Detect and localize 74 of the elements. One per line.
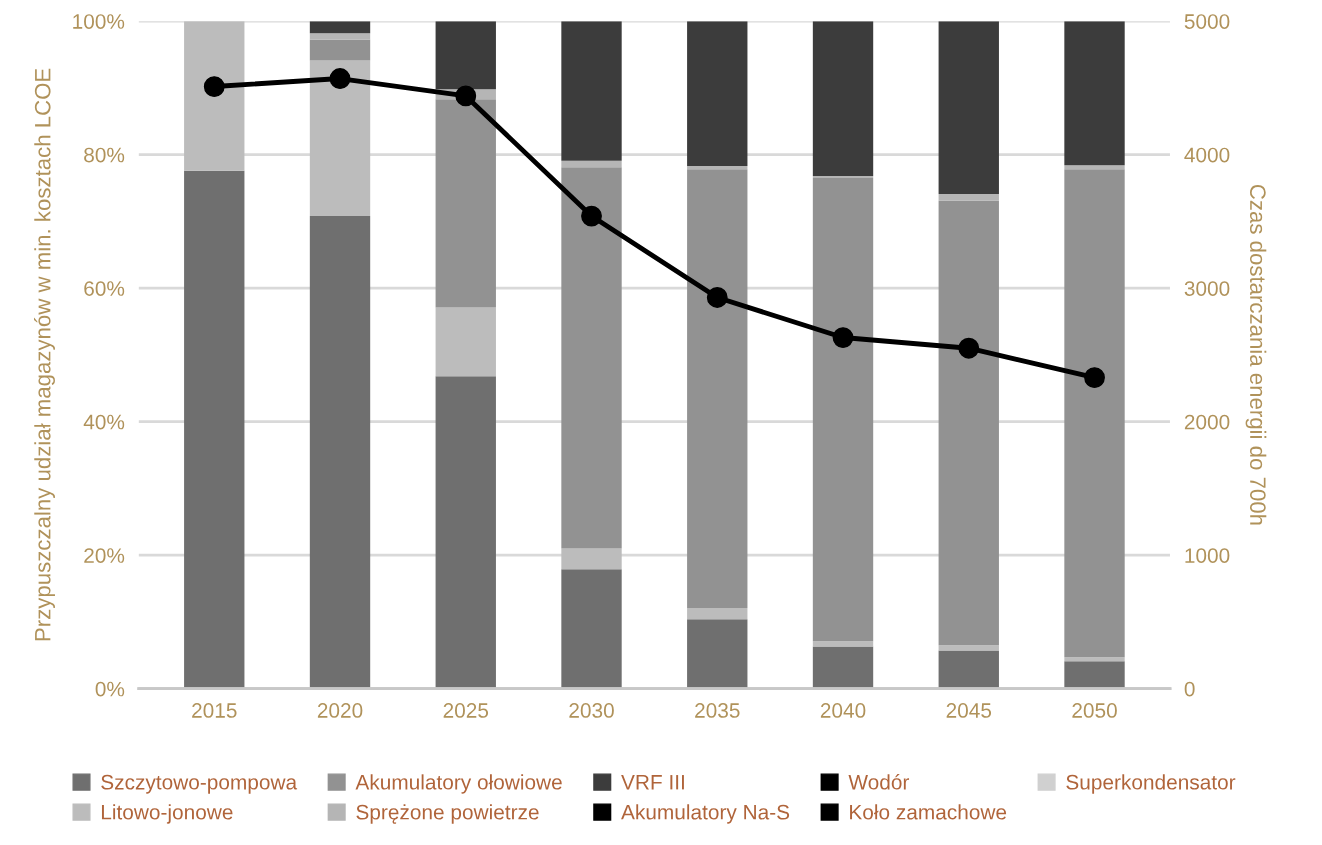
bar — [435, 99, 496, 308]
y2-tick-label: 0 — [1184, 681, 1195, 697]
bar — [184, 170, 245, 689]
legend-label: Litowo-jonowe — [101, 804, 233, 824]
legend-label: Szczytowo-pompowa — [101, 774, 298, 794]
bar — [309, 60, 371, 217]
point — [455, 85, 477, 107]
bar — [309, 21, 371, 34]
legend-label: Koło zamachowe — [850, 804, 1007, 820]
point — [832, 327, 854, 348]
y-tick-label: 20% — [84, 548, 125, 563]
bar — [1064, 657, 1125, 662]
x-tick-label: 2015 — [192, 703, 237, 718]
point — [958, 337, 980, 359]
bar — [938, 650, 999, 689]
point — [1084, 367, 1105, 389]
point — [329, 68, 351, 89]
bar — [687, 169, 748, 608]
y-tick-label: 100% — [73, 14, 125, 29]
bar — [687, 619, 748, 689]
bar — [561, 21, 622, 161]
bar — [812, 641, 874, 647]
y2-axis-title: Czas dostarczania energii do 700h — [1245, 184, 1267, 525]
y-tick-label: 0% — [95, 681, 125, 697]
bar — [1064, 165, 1125, 170]
bar — [812, 178, 874, 642]
legend-label: Akumulatory ołowiowe — [355, 774, 562, 794]
y2-tick-label: 1000 — [1185, 548, 1230, 563]
bar — [309, 216, 371, 689]
legend-label: Wodór — [848, 774, 910, 790]
y-tick-label: 60% — [84, 281, 125, 296]
bar — [812, 21, 874, 176]
y-tick-label: 40% — [83, 414, 125, 430]
bar — [1064, 21, 1125, 166]
bar — [561, 167, 622, 549]
bar — [938, 645, 999, 651]
bar — [561, 548, 622, 570]
x-tick-label: 2040 — [820, 703, 866, 718]
y2-tick-label: 5000 — [1184, 14, 1230, 29]
bar — [687, 165, 748, 170]
bar — [812, 646, 874, 689]
legend-label: Sprężone powietrze — [356, 804, 539, 824]
x-tick-label: 2045 — [946, 703, 992, 718]
bar — [435, 376, 496, 689]
bar — [938, 21, 999, 195]
x-tick-label: 2025 — [443, 703, 489, 718]
bar — [687, 21, 748, 166]
bar — [435, 21, 496, 90]
y2-tick-label: 3000 — [1184, 281, 1230, 296]
y2-tick-label: 4000 — [1184, 147, 1230, 163]
bar — [1064, 169, 1125, 658]
bar — [1064, 661, 1125, 689]
bar — [938, 194, 999, 201]
y2-tick-label: 2000 — [1184, 414, 1230, 430]
y-tick-label: 80% — [84, 147, 125, 163]
x-tick-label: 2050 — [1072, 703, 1117, 718]
bar — [938, 200, 999, 646]
point — [203, 76, 225, 97]
legend-label: VRF III — [621, 775, 684, 790]
x-tick-label: 2035 — [695, 703, 740, 718]
bar — [561, 569, 622, 689]
bar — [309, 39, 371, 61]
x-tick-label: 2030 — [569, 703, 614, 718]
point — [706, 287, 728, 308]
legend-label: Superkondensator — [1066, 774, 1236, 794]
point — [581, 205, 602, 227]
x-tick-label: 2020 — [317, 703, 363, 718]
bar — [184, 21, 245, 171]
legend-label: Akumulatory Na-S — [621, 804, 790, 824]
bar — [435, 307, 496, 377]
bar — [687, 607, 748, 620]
bar — [561, 160, 622, 168]
bar — [309, 33, 371, 40]
y-axis-title: Przypuszczalny udział magazynów w min. kosztach LCOE — [34, 68, 55, 641]
